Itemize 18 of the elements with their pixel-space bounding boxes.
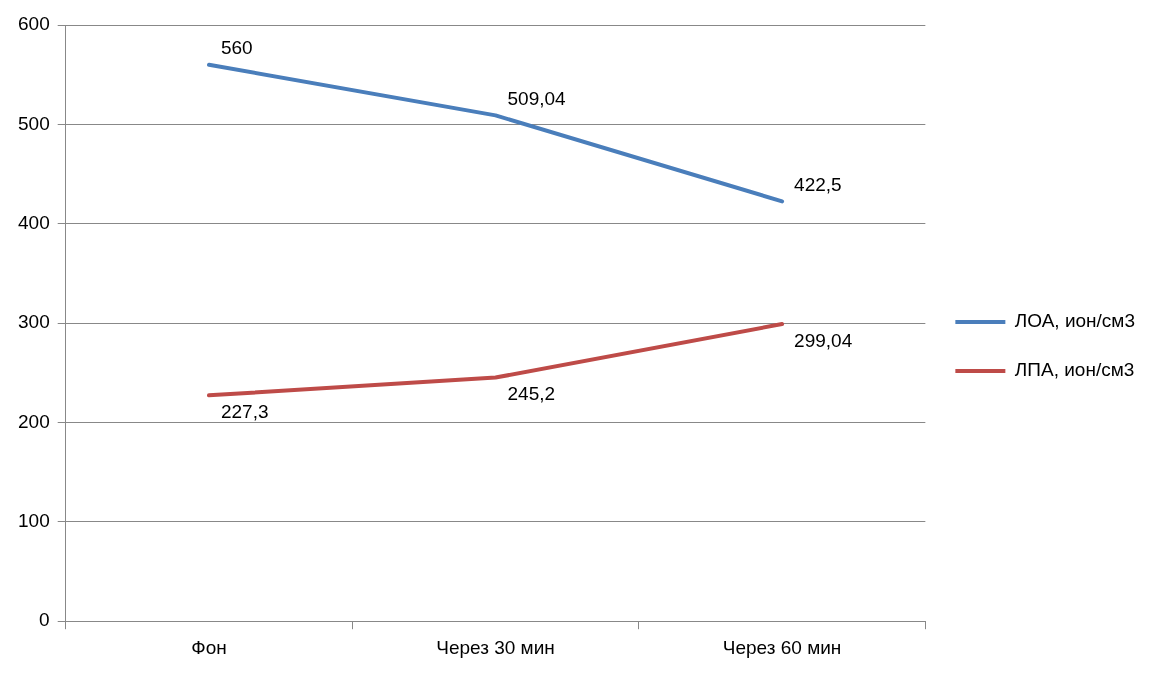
data-label: 227,3 <box>220 401 269 423</box>
y-tick-label: 200 <box>18 410 50 432</box>
x-tick-label: Через 30 мин <box>436 636 555 658</box>
data-label: 245,2 <box>507 383 556 405</box>
data-label: 422,5 <box>794 174 842 196</box>
data-label: 299,04 <box>794 329 853 351</box>
y-tick-label: 100 <box>18 510 50 532</box>
y-tick-label: 0 <box>39 609 50 631</box>
data-label: 560 <box>220 37 253 59</box>
x-tick-label: Через 60 мин <box>722 636 842 658</box>
y-tick-label: 400 <box>18 211 50 233</box>
legend-label: ЛПА, ион/см3 <box>1014 359 1135 381</box>
y-tick-label: 600 <box>18 13 50 35</box>
y-tick-label: 500 <box>18 112 50 134</box>
data-label: 509,04 <box>507 88 567 110</box>
y-tick-label: 300 <box>18 311 50 333</box>
x-tick-label: Фон <box>191 636 227 658</box>
legend-label: ЛОА, ион/см3 <box>1014 310 1136 332</box>
